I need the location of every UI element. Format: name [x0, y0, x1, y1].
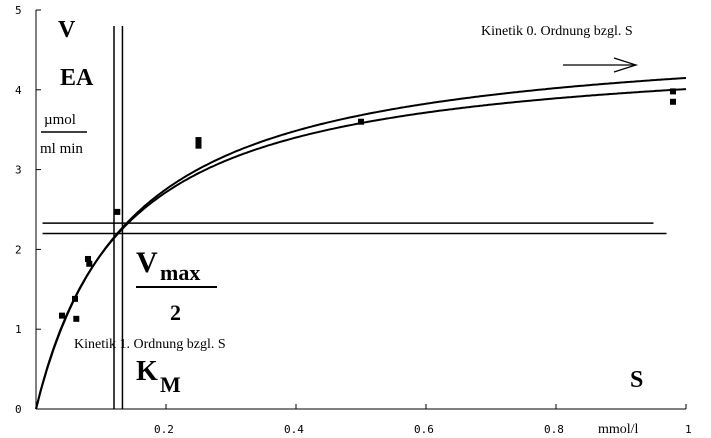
reference-lines [42, 25, 667, 409]
data-points [59, 88, 676, 322]
data-point [358, 118, 364, 125]
data-point [85, 255, 91, 262]
arrow-icon [563, 57, 639, 73]
x-tick-label: 0.6 [414, 423, 434, 436]
x-tick-label: 0.8 [544, 423, 564, 436]
y-label-v: V [58, 17, 76, 43]
zero-order-label: Kinetik 0. Ordnung bzgl. S [481, 24, 633, 39]
data-point [114, 208, 121, 215]
fit-curve [35, 88, 687, 410]
km-k: K [136, 356, 158, 387]
x-label-s: S [630, 367, 643, 393]
y-unit-denominator: ml min [40, 141, 83, 157]
fit-curve [35, 77, 687, 410]
x-tick-label: 1 [685, 423, 692, 436]
vmax-half-denominator: 2 [170, 300, 181, 325]
data-point [86, 260, 93, 267]
data-point [73, 315, 80, 322]
first-order-label: Kinetik 1. Ordnung bzgl. S [74, 337, 226, 352]
y-unit-numerator: µmol [44, 112, 76, 128]
y-tick-label: 1 [15, 323, 22, 336]
x-tick-label: 0.2 [154, 423, 174, 436]
vmax-half-sub: max [160, 260, 200, 285]
x-unit: mmol/l [598, 422, 639, 437]
data-point [670, 88, 676, 95]
y-tick-label: 3 [15, 164, 22, 177]
km-sub: M [160, 372, 181, 397]
data-point [195, 137, 202, 144]
y-tick-label: 4 [15, 84, 22, 97]
x-tick-label: 0.4 [284, 423, 304, 436]
fit-curves [35, 77, 687, 410]
y-tick-label: 5 [15, 4, 22, 17]
data-point [670, 98, 676, 105]
data-point [59, 312, 65, 319]
vmax-half-v: V [136, 246, 158, 279]
data-point [195, 142, 202, 149]
data-point [72, 295, 78, 302]
y-tick-label: 2 [15, 243, 22, 256]
y-tick-label: 0 [15, 403, 22, 416]
y-label-ea: EA [60, 65, 94, 91]
axis-ticks: 0 1 2 3 4 5 0.2 0.4 0.6 0.8 1 [15, 4, 692, 436]
